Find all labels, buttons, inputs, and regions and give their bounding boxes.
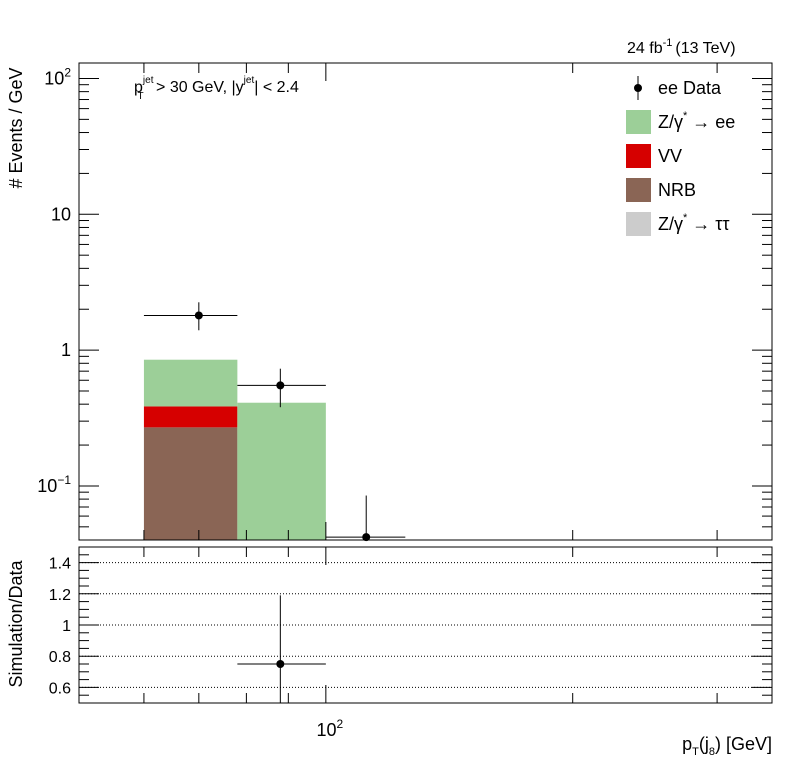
ratio-ytick-label: 1.4	[49, 556, 71, 573]
stack-bar-zee-1	[237, 402, 326, 540]
legend: ee Data Z/γ* → ee VV NRB Z/γ* → ττ	[626, 76, 735, 236]
ratio-plot: 0.6 0.8 1 1.2 1.4 102	[49, 546, 773, 740]
stack-bar-vv-0	[143, 406, 238, 428]
main-ytick-label: 10	[51, 204, 71, 224]
legend-label-zgamma-ee: Z/γ* → ee	[658, 110, 735, 132]
ratio-xtick-label: 102	[316, 717, 343, 740]
legend-label-vv: VV	[658, 146, 682, 166]
stack-bar-zee-0	[143, 359, 238, 407]
main-ytick-label: 102	[44, 65, 71, 88]
cut-label: pjet T > 30 GeV, |yjet| < 2.4	[134, 75, 299, 102]
legend-point-ee-data	[634, 84, 642, 92]
ratio-ytick-label: 1	[62, 618, 71, 635]
ratio-ytick-label: 1.2	[49, 587, 71, 604]
legend-swatch-nrb	[626, 178, 651, 202]
main-ylabel: # Events / GeV	[6, 67, 26, 188]
legend-label-zgamma-tautau: Z/γ* → ττ	[658, 212, 730, 234]
data-point-0	[194, 311, 203, 320]
main-ytick-label: 1	[61, 340, 71, 360]
ratio-ytick-label: 0.8	[49, 649, 71, 666]
ratio-point-0	[276, 660, 285, 668]
main-plot: 102 10 1 10−1	[37, 62, 773, 542]
legend-label-ee-data: ee Data	[658, 78, 722, 98]
legend-swatch-zgamma-tautau	[626, 212, 651, 236]
lumi-label: 24 fb-1 (13 TeV)	[627, 37, 736, 57]
legend-swatch-vv	[626, 144, 651, 168]
data-point-2	[362, 533, 371, 542]
ratio-ytick-label: 0.6	[49, 680, 71, 697]
main-frame	[78, 62, 773, 541]
ratio-ylabel: Simulation/Data	[6, 559, 26, 687]
data-point-1	[276, 381, 285, 390]
legend-swatch-zgamma-ee	[626, 110, 651, 134]
ratio-xlabel: pT(j8) [GeV]	[682, 734, 772, 758]
ratio-frame	[78, 546, 773, 704]
legend-label-nrb: NRB	[658, 180, 696, 200]
main-ytick-label: 10−1	[37, 473, 71, 496]
stack-bar-nrb-0	[143, 427, 238, 540]
